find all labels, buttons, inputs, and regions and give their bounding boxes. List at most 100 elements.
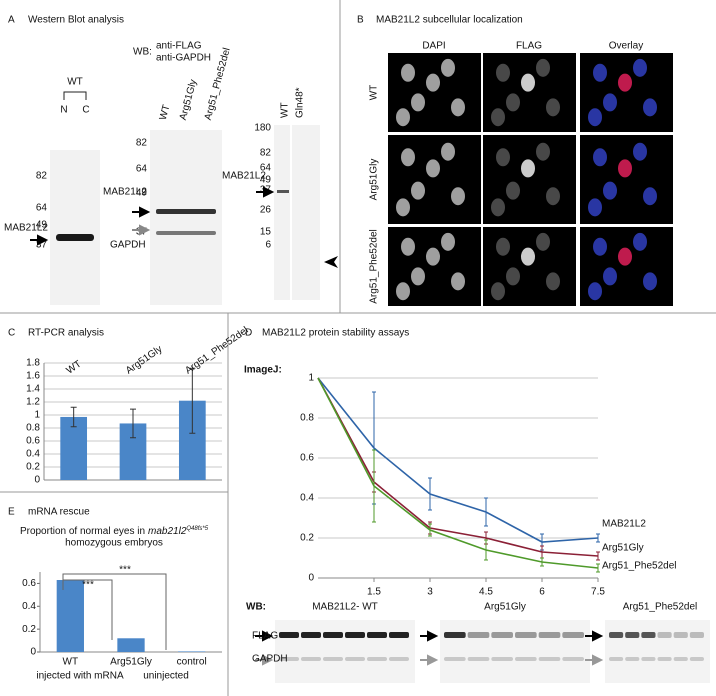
- label: WT: [280, 102, 291, 118]
- label: GAPDH: [252, 654, 288, 665]
- error-bar: [372, 449, 376, 523]
- y-tick-label: 0.2: [26, 462, 40, 473]
- band: [389, 632, 409, 638]
- band: [345, 657, 365, 661]
- subtitle-part: Proportion of normal eyes in: [20, 526, 145, 537]
- error-bar: [484, 539, 488, 561]
- line: [317, 377, 599, 557]
- nucleus: [496, 148, 510, 167]
- y-tick-label: 0.4: [22, 601, 36, 612]
- nucleus: [593, 63, 607, 82]
- y-tick-label: 1: [34, 410, 40, 421]
- label: N: [60, 105, 67, 116]
- nucleus: [426, 247, 440, 266]
- band: [538, 657, 561, 661]
- label: ImageJ:: [244, 365, 282, 376]
- nucleus: [603, 267, 617, 286]
- error-bar: [70, 406, 77, 428]
- marker-label: 82: [136, 138, 148, 149]
- x-tick-label: 1.5: [367, 587, 381, 598]
- nucleus: [441, 232, 455, 251]
- nucleus: [506, 93, 520, 112]
- y-tick-label: 0: [30, 647, 36, 658]
- nucleus: [491, 282, 505, 301]
- marker-label: 49: [260, 175, 272, 186]
- nucleus: [426, 159, 440, 178]
- panel-letter: C: [8, 328, 15, 339]
- nucleus: [633, 142, 647, 161]
- error-bar: [596, 551, 600, 561]
- y-tick-label: 1.8: [26, 358, 40, 369]
- label: MAB21L2: [4, 223, 48, 234]
- label: Overlay: [609, 41, 643, 52]
- band: [491, 632, 513, 638]
- label: Arg51Gly: [484, 602, 526, 613]
- error-bar: [189, 367, 196, 434]
- marker-label: 64: [260, 163, 272, 174]
- band: [279, 657, 299, 661]
- nucleus: [426, 73, 440, 92]
- nucleus: [491, 108, 505, 127]
- subtitle: Proportion of normal eyes in mab21l2Q48fs…: [20, 526, 209, 537]
- nucleus: [401, 148, 415, 167]
- arrow: [420, 630, 439, 642]
- label: anti-GAPDH: [156, 53, 211, 64]
- subtitle-part: mab21l2: [148, 526, 187, 537]
- nucleus: [506, 181, 520, 200]
- band: [367, 657, 387, 661]
- band: [156, 231, 216, 235]
- band: [301, 632, 321, 638]
- y-tick-label: 1.2: [26, 397, 40, 408]
- label: MAB21L2: [103, 187, 147, 198]
- blot: [605, 620, 710, 683]
- nucleus: [593, 237, 607, 256]
- arrow: [132, 206, 151, 218]
- marker-label: 37: [36, 240, 48, 251]
- band: [279, 632, 299, 638]
- nucleus: [451, 187, 465, 206]
- band: [538, 632, 561, 638]
- x-tick-label: Arg51Gly: [110, 657, 152, 668]
- nucleus: [411, 93, 425, 112]
- blot: [275, 620, 415, 683]
- nucleus: [633, 58, 647, 77]
- nucleus: [588, 108, 602, 127]
- nucleus: [411, 181, 425, 200]
- y-tick-label: 1.4: [26, 384, 40, 395]
- nucleus: [536, 232, 550, 251]
- label: GAPDH: [110, 240, 146, 251]
- error-bar: [428, 477, 432, 511]
- arrow: [585, 630, 604, 642]
- x-tick-label: 3: [427, 587, 433, 598]
- nucleus: [521, 73, 535, 92]
- legend-entry: MAB21L2: [602, 519, 646, 530]
- band: [156, 209, 216, 214]
- significance-bracket: [62, 579, 113, 640]
- band: [641, 657, 656, 661]
- x-tick-label: Arg51_Phe52del: [183, 325, 250, 377]
- band: [491, 657, 513, 661]
- y-tick-label: 0.4: [300, 493, 314, 504]
- nucleus: [643, 187, 657, 206]
- arrow: [255, 630, 274, 642]
- band: [515, 632, 537, 638]
- band: [673, 657, 688, 661]
- marker-label: 49: [136, 188, 148, 199]
- nucleus: [633, 232, 647, 251]
- error-bar: [596, 533, 600, 543]
- panel-letter: B: [357, 15, 364, 26]
- subtitle-part: Q48fs*5: [186, 526, 208, 532]
- nucleus: [441, 142, 455, 161]
- blot: [150, 130, 222, 305]
- nucleus: [618, 73, 632, 92]
- nucleus: [496, 63, 510, 82]
- nucleus: [603, 93, 617, 112]
- panel-title: MAB21L2 subcellular localization: [376, 15, 523, 26]
- band: [609, 657, 624, 661]
- arrowhead: [324, 256, 338, 268]
- marker-label: 49: [36, 220, 48, 231]
- label: MAB21L2- WT: [312, 602, 378, 613]
- panel-letter: D: [245, 328, 252, 339]
- x-tick-label: 6: [539, 587, 545, 598]
- band: [444, 632, 466, 638]
